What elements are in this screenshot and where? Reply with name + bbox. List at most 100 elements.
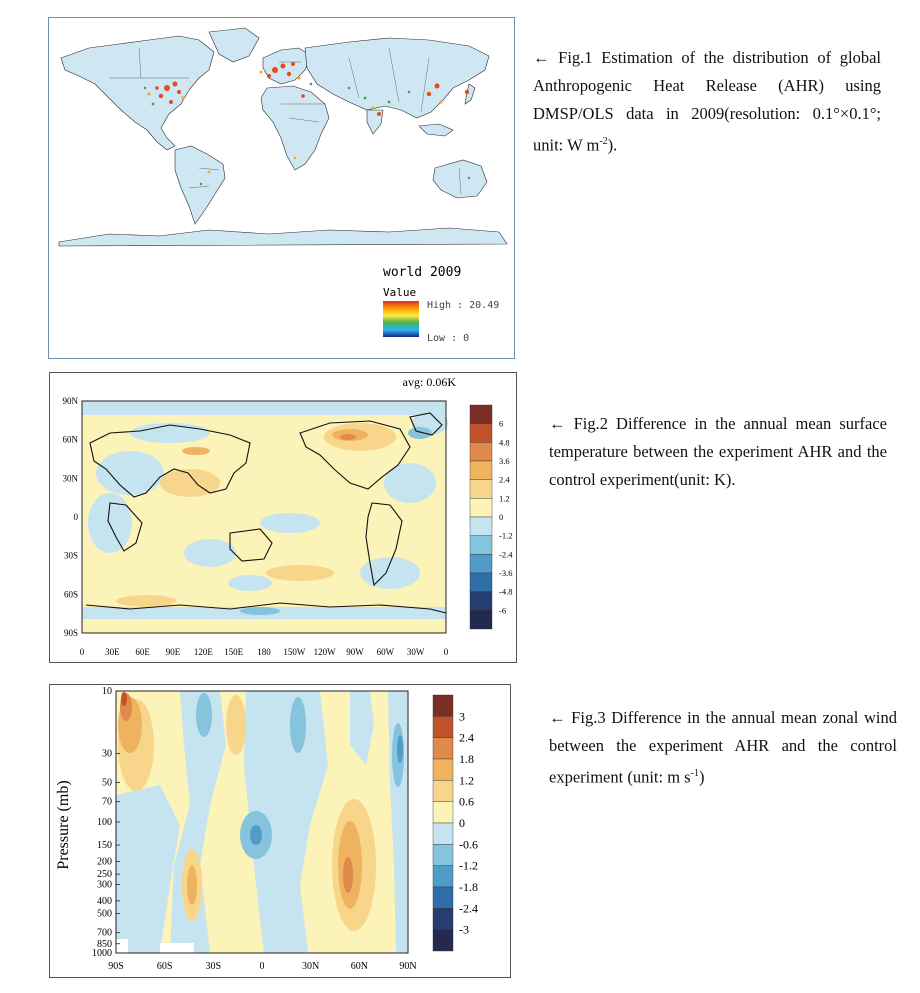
x-tick-label: 60W	[377, 647, 395, 657]
colorbar-swatch	[469, 535, 493, 555]
colorbar-label: 2.4	[499, 475, 510, 485]
y-tick-label: 90N	[63, 396, 79, 406]
y-tick-label: 1000	[92, 948, 112, 959]
x-axis-ticks: 90S 60S 30S 0 30N 60N 90N	[108, 961, 416, 972]
x-tick-label: 120E	[194, 647, 214, 657]
x-tick-label: 0	[444, 647, 449, 657]
x-tick-label: 180	[257, 647, 271, 657]
colorbar-label: -4.8	[499, 587, 512, 597]
colorbar-swatch	[469, 572, 493, 592]
y-tick-label: 30S	[64, 551, 78, 561]
x-tick-label: 90E	[166, 647, 181, 657]
x-tick-label: 30N	[302, 961, 319, 972]
y-tick-label: 60N	[63, 435, 79, 445]
world-landmass	[58, 27, 508, 247]
colorbar-swatch	[432, 822, 454, 845]
colorbar-label: 2.4	[459, 731, 474, 745]
colorbar-label: 0	[499, 512, 503, 522]
coastlines	[85, 412, 447, 614]
colorbar-swatch	[469, 479, 493, 499]
colorbar-label: 3	[459, 709, 465, 723]
y-tick-label: 850	[97, 939, 112, 950]
y-axis-ticks: 90N 60N 30N 0 30S 60S 90S	[63, 396, 79, 638]
y-axis-label: Pressure (mb)	[55, 780, 72, 869]
colorbar-swatch	[432, 737, 454, 760]
colorbar-label: -1.2	[459, 859, 478, 873]
x-tick-label: 60S	[157, 961, 173, 972]
temperature-difference-map: avg: 0.06K	[63, 375, 514, 657]
y-tick-label: 100	[97, 817, 112, 828]
colorbar-swatch	[432, 865, 454, 888]
x-tick-label: 60E	[135, 647, 150, 657]
figure-1-caption-end: ).	[607, 135, 618, 155]
x-tick-label: 30E	[105, 647, 120, 657]
y-tick-label: 300	[97, 880, 112, 891]
y-tick-label: 50	[102, 778, 112, 789]
colorbar-label: -1.8	[459, 880, 478, 894]
x-tick-label: 90S	[108, 961, 124, 972]
y-tick-label: 10	[102, 686, 112, 697]
colorbar-swatch	[432, 886, 454, 909]
x-tick-label: 30S	[206, 961, 222, 972]
colorbar-label: 1.2	[499, 493, 510, 503]
y-tick-label: 0	[74, 512, 79, 522]
colorbar-swatch	[432, 758, 454, 781]
colorbar-swatch	[469, 516, 493, 536]
colorbar-swatch	[469, 460, 493, 480]
colorbar-swatch	[469, 404, 493, 424]
colorbar-label: -3	[459, 923, 469, 937]
figure-2-caption: ← Fig.2 Difference in the annual mean su…	[549, 414, 887, 489]
colorbar-label: 0	[459, 816, 465, 830]
colorbar-swatch	[432, 929, 454, 952]
x-tick-label: 90N	[399, 961, 416, 972]
zonal-wind-section: Pressure (mb)	[55, 686, 478, 972]
colorbar-label: -2.4	[459, 901, 478, 915]
average-label: avg: 0.06K	[403, 375, 457, 389]
colorbar-swatch	[432, 694, 454, 717]
colorbar-swatch	[469, 423, 493, 443]
colorbar-label: -6	[499, 605, 506, 615]
colorbar-label: 3.6	[499, 456, 510, 466]
colorbar-swatch	[432, 780, 454, 802]
colorbar-swatch	[432, 801, 454, 824]
colorbar-swatch	[469, 442, 493, 462]
y-tick-label: 150	[97, 840, 112, 851]
x-tick-label: 120W	[314, 647, 337, 657]
figure-1-caption-superscript: -2	[599, 136, 608, 147]
colorbar-swatch	[469, 554, 493, 574]
colorbar-swatch	[469, 498, 493, 518]
colorbar: 3 2.4 1.8 1.2 0.6 0 -0.6 -1.2 -1.8 -2.4 -3	[432, 694, 478, 952]
x-tick-label: 0	[80, 647, 85, 657]
legend-color-ramp	[383, 301, 419, 337]
figure-2-panel: avg: 0.06K	[49, 372, 517, 663]
x-tick-label: 30W	[407, 647, 425, 657]
colorbar-label: 0.6	[459, 795, 474, 809]
figure-1-caption: ← Fig.1 Estimation of the distribution o…	[533, 44, 881, 160]
colorbar-label: -3.6	[499, 568, 512, 578]
global-ahr-map: world 2009 Value High : 20.49 Low : 0	[58, 27, 508, 344]
legend-title: world 2009	[383, 265, 461, 280]
colorbar-label: -2.4	[499, 549, 513, 559]
figure-1-panel: world 2009 Value High : 20.49 Low : 0	[48, 17, 515, 359]
y-tick-label: 30N	[63, 473, 79, 483]
colorbar: 6 4.8 3.6 2.4 1.2 0 -1.2 -2.4 -3.6 -4.8 -6	[469, 404, 513, 630]
legend-subtitle: Value	[383, 286, 416, 299]
country-borders	[109, 47, 462, 195]
colorbar-swatch	[432, 844, 454, 866]
zonal-wind-field	[116, 691, 408, 953]
y-tick-label: 250	[97, 869, 112, 880]
y-tick-label: 700	[97, 928, 112, 939]
colorbar-label: 6	[499, 419, 503, 429]
colorbar-label: 4.8	[499, 437, 510, 447]
colorbar-label: 1.8	[459, 752, 474, 766]
y-tick-label: 30	[102, 749, 112, 760]
y-tick-label: 500	[97, 909, 112, 920]
x-tick-label: 60N	[351, 961, 368, 972]
x-tick-label: 0	[260, 961, 265, 972]
colorbar-swatch	[432, 908, 454, 930]
figure-1-caption-text: ← Fig.1 Estimation of the distribution o…	[533, 48, 881, 155]
figure-3-caption: ← Fig.3 Difference in the annual mean zo…	[549, 704, 897, 792]
colorbar-swatch	[469, 610, 493, 630]
x-tick-label: 150E	[224, 647, 244, 657]
